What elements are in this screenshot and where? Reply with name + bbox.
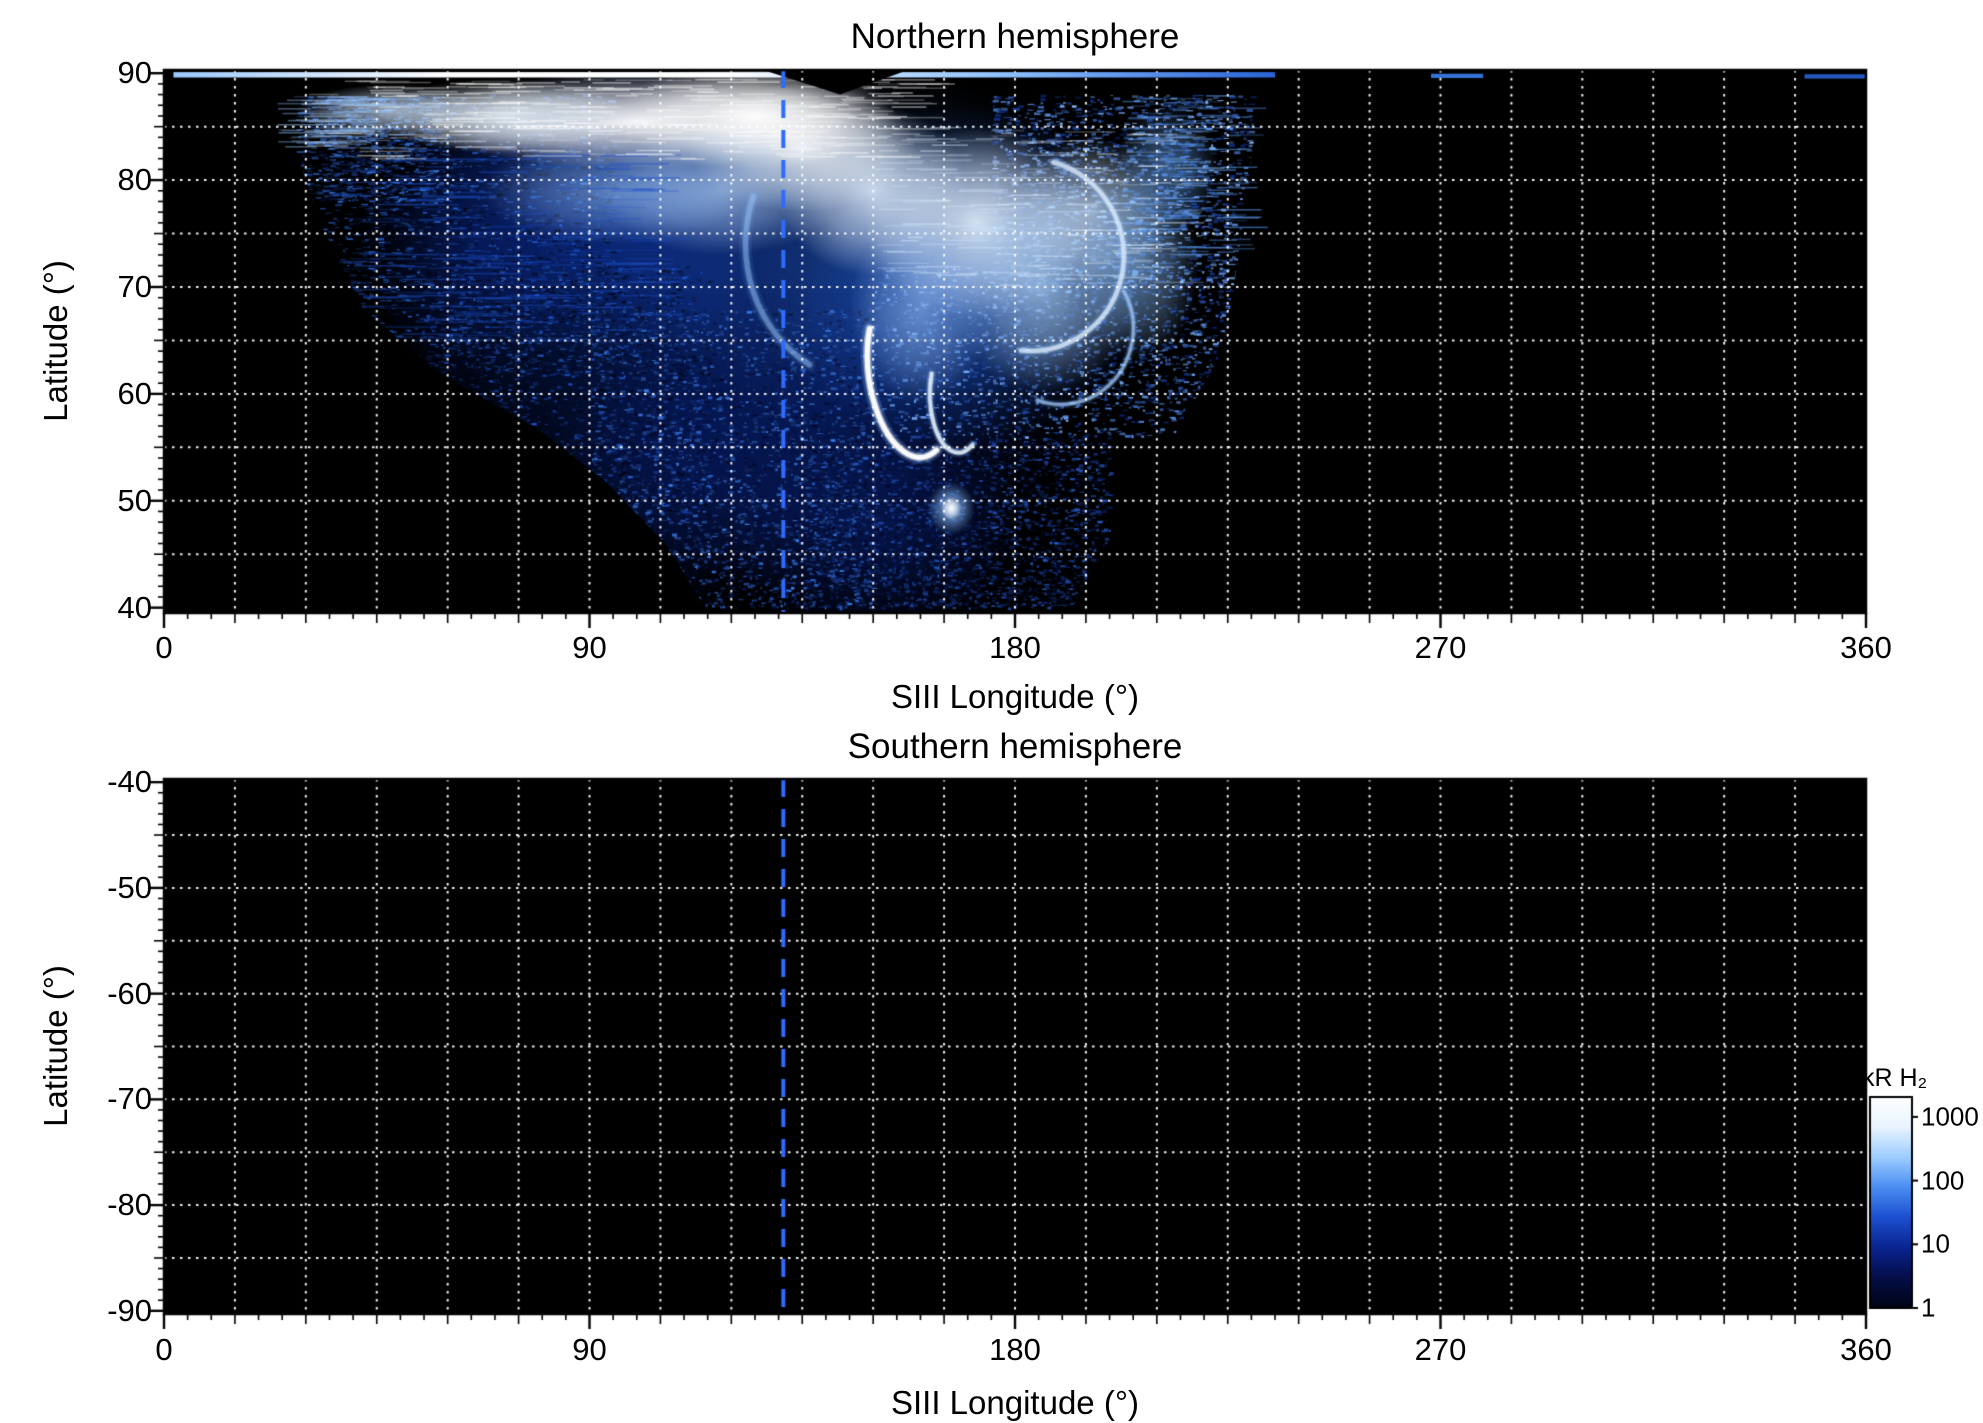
north-xtick-label: 180 <box>989 630 1041 665</box>
north-xtick-label: 360 <box>1840 630 1892 665</box>
south-ytick-label: -50 <box>107 869 152 905</box>
south-ytick-label: -60 <box>107 975 152 1011</box>
south-xtick-label: 90 <box>572 1332 607 1367</box>
north-title: Northern hemisphere <box>850 17 1180 56</box>
north-ytick-label: 50 <box>117 482 152 518</box>
north-xtick-label: 270 <box>1414 630 1467 665</box>
north-ytick-label: 90 <box>117 55 152 91</box>
north-xaxis-label: SIII Longitude (°) <box>891 678 1139 715</box>
south-xtick-label: 0 <box>155 1332 173 1367</box>
south-title: Southern hemisphere <box>847 727 1183 766</box>
north-ytick-label: 60 <box>117 375 152 411</box>
colorbar-tick-label: 1 <box>1921 1292 1936 1323</box>
south-xtick-label: 180 <box>989 1332 1041 1367</box>
north-xtick-label: 0 <box>155 630 173 665</box>
colorbar-label: kR H₂ <box>1862 1064 1928 1092</box>
colorbar-tick-label: 100 <box>1921 1165 1965 1196</box>
south-ytick-label: -40 <box>107 764 152 800</box>
north-ytick-label: 70 <box>117 268 152 304</box>
south-xaxis-label: SIII Longitude (°) <box>891 1384 1139 1421</box>
south-ytick-label: -70 <box>107 1081 152 1117</box>
south-xtick-label: 360 <box>1840 1332 1892 1367</box>
colorbar-tick-label: 1000 <box>1921 1101 1979 1132</box>
north-ytick-label: 40 <box>117 589 152 625</box>
south-ytick-label: -90 <box>107 1292 152 1328</box>
south-xtick-label: 270 <box>1414 1332 1467 1367</box>
south-ytick-label: -80 <box>107 1187 152 1223</box>
north-xtick-label: 90 <box>572 630 607 665</box>
colorbar-tick-label: 10 <box>1921 1228 1950 1259</box>
north-ytick-label: 80 <box>117 162 152 198</box>
